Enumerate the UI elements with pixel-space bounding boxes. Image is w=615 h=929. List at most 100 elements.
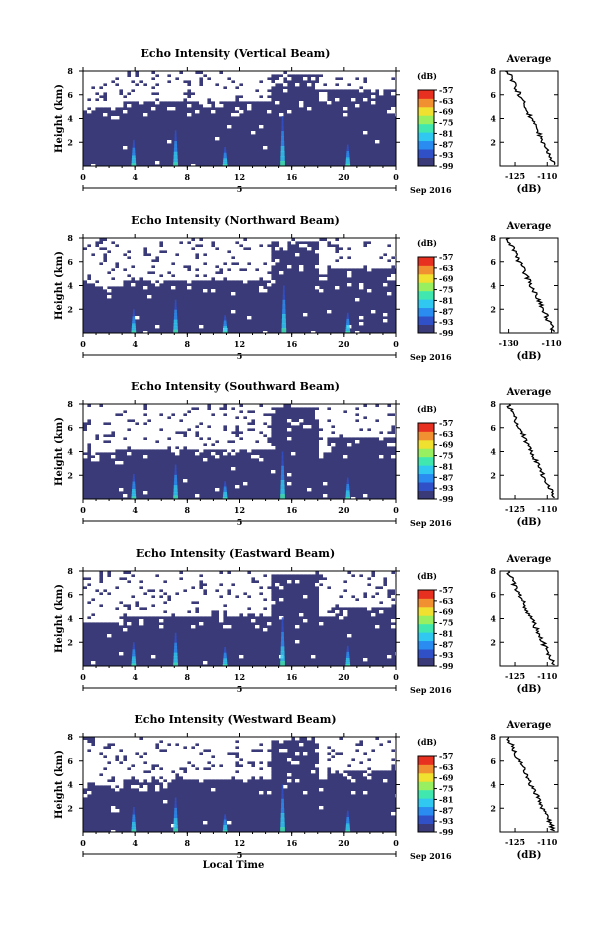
heatmap-cell	[115, 434, 120, 438]
heatmap-cell	[327, 580, 332, 584]
heatmap-cell	[95, 610, 100, 614]
heatmap-cell	[107, 92, 112, 96]
heatmap-cell	[343, 247, 348, 251]
heatmap-cell	[339, 241, 344, 245]
heatmap-cell	[243, 404, 248, 408]
heatmap-cell	[179, 89, 184, 93]
heatmap-cell	[147, 749, 152, 753]
heatmap-cell	[219, 598, 224, 602]
heatmap-cell	[375, 74, 380, 78]
echo-plume	[131, 325, 136, 329]
heatmap-cell	[147, 740, 152, 744]
heatmap-cell	[323, 761, 328, 765]
heatmap-cell	[279, 749, 284, 753]
heatmap-cell	[143, 425, 148, 429]
heatmap-cell	[391, 422, 396, 426]
echo-plume	[223, 156, 227, 159]
heatmap-cell	[211, 452, 216, 456]
heatmap-cell	[191, 440, 196, 444]
heatmap-cell	[147, 595, 152, 599]
heatmap-cell	[255, 595, 260, 599]
heatmap-cell	[91, 583, 96, 587]
heatmap-cell	[391, 407, 396, 411]
heatmap-cell	[135, 446, 140, 450]
heatmap-cell	[263, 425, 268, 429]
heatmap-cell	[103, 268, 108, 272]
colorbar-tick-label: -81	[439, 128, 453, 138]
heatmap-cell	[331, 250, 336, 254]
heatmap-cell	[115, 256, 120, 260]
heatmap-cell	[151, 98, 156, 102]
heatmap-cell	[191, 419, 196, 423]
heatmap-cell	[147, 241, 152, 245]
heatmap-cell	[231, 737, 236, 741]
heatmap-cell	[395, 77, 400, 81]
heatmap-cell	[395, 238, 400, 242]
heatmap-cell	[379, 740, 384, 744]
heatmap-cell	[271, 262, 276, 266]
heatmap-cell	[255, 434, 260, 438]
heatmap-cell	[115, 589, 120, 593]
heatmap-cell	[271, 238, 276, 242]
heatmap-cell	[207, 571, 212, 575]
heatmap-cell	[143, 277, 148, 281]
heatmap-cell	[83, 589, 88, 593]
heatmap-cell	[207, 764, 212, 768]
heatmap-cell	[211, 571, 216, 575]
heatmap-cell	[127, 253, 132, 257]
heatmap-cell	[343, 571, 348, 575]
x-tick-label: 0	[80, 172, 86, 182]
heatmap-cell	[331, 416, 336, 420]
heatmap-cell	[115, 241, 120, 245]
heatmap-cell	[319, 80, 324, 84]
heatmap-cell	[247, 443, 252, 447]
heatmap-cell	[131, 610, 136, 614]
heatmap-cell	[99, 92, 104, 96]
heatmap-cell	[347, 238, 352, 242]
heatmap-cell	[83, 98, 88, 102]
heatmap-cell	[215, 764, 220, 768]
heatmap-cell	[183, 274, 188, 278]
heatmap-cell	[367, 238, 372, 242]
heatmap-cell	[191, 607, 196, 611]
heatmap-cell	[259, 74, 264, 78]
heatmap-cell	[331, 238, 336, 242]
heatmap-cell	[363, 589, 368, 593]
heatmap-cell	[215, 428, 220, 432]
heatmap-cell	[195, 758, 200, 762]
echo-plume	[131, 824, 136, 828]
heatmap-cell	[179, 607, 184, 611]
heatmap-cell	[167, 589, 172, 593]
heatmap-cell	[395, 598, 400, 602]
heatmap-cell	[331, 595, 336, 599]
echo-plume	[345, 496, 351, 500]
heatmap-cell	[319, 434, 324, 438]
heatmap-cell	[115, 601, 120, 605]
echo-plume	[283, 285, 285, 291]
heatmap-cell	[219, 104, 224, 108]
heatmap-cell	[239, 241, 244, 245]
heatmap-cell	[343, 74, 348, 78]
heatmap-cell	[291, 422, 296, 426]
heatmap-cell	[99, 743, 104, 747]
heatmap-cell	[371, 758, 376, 762]
heatmap-cell	[323, 482, 328, 486]
heatmap-cell	[351, 586, 356, 590]
heatmap-cell	[199, 446, 204, 450]
heatmap-cell	[175, 244, 180, 248]
heatmap-cell	[151, 580, 156, 584]
heatmap-cell	[123, 110, 128, 114]
heatmap-cell	[95, 77, 100, 81]
heatmap-cell	[235, 767, 240, 771]
heatmap-cell	[323, 77, 328, 81]
echo-plume	[131, 160, 137, 164]
echo-plume	[280, 156, 285, 162]
heatmap-cell	[263, 743, 268, 747]
heatmap-cell	[215, 274, 220, 278]
heatmap-cell	[355, 758, 360, 762]
heatmap-cell	[379, 80, 384, 84]
heatmap-cell	[103, 740, 108, 744]
echo-plume	[281, 461, 284, 467]
heatmap-cell	[215, 277, 220, 281]
